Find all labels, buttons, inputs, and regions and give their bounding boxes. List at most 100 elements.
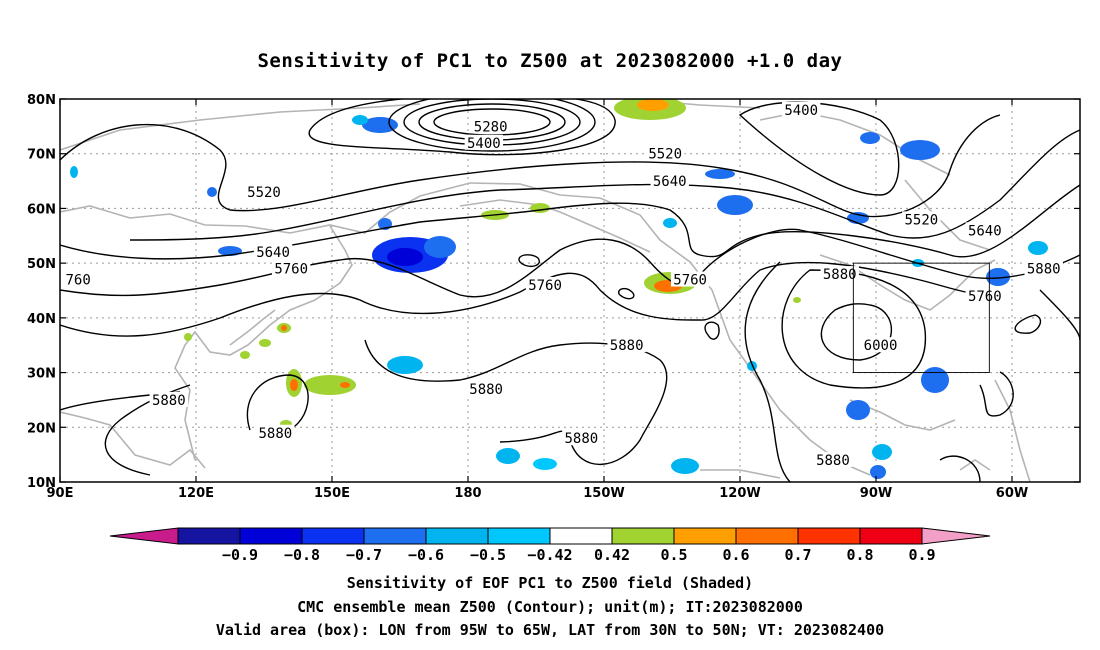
y-tick-label: 50N xyxy=(27,257,56,272)
contour-label: 5880 xyxy=(816,453,850,469)
contour-label: 760 xyxy=(65,273,90,289)
contour-label-bg xyxy=(464,134,504,150)
colorbar-label: 0.9 xyxy=(908,546,935,564)
colorbar-label: 0.7 xyxy=(784,546,811,564)
z500-contours xyxy=(60,99,1080,482)
colorbar-label: 0.5 xyxy=(660,546,687,564)
colorbar-label: 0.8 xyxy=(846,546,873,564)
contour-label-bg xyxy=(253,244,293,260)
contour-label-bg xyxy=(1024,260,1063,276)
map-plot-area xyxy=(60,99,1080,482)
contour-label: 5880 xyxy=(1027,262,1061,278)
y-tick-label: 60N xyxy=(27,202,56,217)
x-tick-label: 60W xyxy=(996,486,1028,501)
contour-label: 5880 xyxy=(469,382,503,398)
contour-label-bg xyxy=(902,211,941,227)
contour-label-bg xyxy=(525,277,565,293)
contour-label-bg xyxy=(782,101,821,117)
contour-label-bg xyxy=(820,266,859,282)
contour-label-bg xyxy=(466,380,506,396)
contour-label-bg xyxy=(471,118,510,134)
footer-line-contour: CMC ensemble mean Z500 (Contour); unit(m… xyxy=(297,598,803,616)
colorbar-segment xyxy=(177,527,241,545)
x-tick-label: 90W xyxy=(860,486,892,501)
y-tick-label: 10N xyxy=(27,476,56,491)
contour-label-bg xyxy=(272,260,311,276)
contour-label: 5520 xyxy=(247,185,281,201)
contour-label: 5400 xyxy=(784,103,818,119)
contour-label: 5880 xyxy=(823,267,857,283)
contour-label-bg xyxy=(562,430,601,446)
colorbar-segment xyxy=(859,527,923,545)
colorbar-max-arrow xyxy=(921,527,991,545)
x-tick-label: 150W xyxy=(583,486,624,501)
contour-label-bg xyxy=(607,337,646,353)
colorbar-segment xyxy=(549,527,613,545)
x-tick-label: 120E xyxy=(178,486,214,501)
colorbar-label: 0.6 xyxy=(722,546,749,564)
contour-label: 5880 xyxy=(258,426,292,442)
map-title: Sensitivity of PC1 to Z500 at 2023082000… xyxy=(257,50,843,72)
contour-label: 5640 xyxy=(968,223,1002,239)
y-tick-label: 80N xyxy=(27,93,56,108)
valid-area-box xyxy=(852,262,990,374)
contour-label-bg xyxy=(63,271,94,287)
sensitivity-shading xyxy=(70,99,1048,479)
colorbar-segment xyxy=(425,527,489,545)
colorbar-segment xyxy=(301,527,365,545)
contour-label: 5640 xyxy=(256,245,290,261)
contour-label-bg xyxy=(965,287,1004,303)
lat-lon-grid xyxy=(60,99,1080,482)
colorbar-segment xyxy=(487,527,551,545)
contour-label-bg xyxy=(244,184,284,200)
y-tick-label: 30N xyxy=(27,367,56,382)
contour-label-bg xyxy=(256,424,295,440)
colorbar-labels: −0.9 −0.8 −0.7 −0.6 −0.5 −0.42 0.42 0.5 0.6 0.7 0.… xyxy=(222,546,936,564)
contour-label: 5520 xyxy=(648,147,682,163)
colorbar-segment xyxy=(363,527,427,545)
contour-label: 5520 xyxy=(904,212,938,228)
colorbar-segment xyxy=(673,527,737,545)
colorbar-segment xyxy=(611,527,675,545)
colorbar-label: −0.7 xyxy=(346,546,382,564)
colorbar-label: −0.6 xyxy=(408,546,444,564)
colorbar-min-arrow xyxy=(109,527,179,545)
contour-label: 5880 xyxy=(610,338,644,354)
contour-label-bg xyxy=(813,452,853,468)
contour-label: 5280 xyxy=(474,119,508,135)
contour-label: 5400 xyxy=(467,136,501,152)
contour-label: 5880 xyxy=(152,393,186,409)
contour-label: 5760 xyxy=(968,289,1002,305)
contour-labels: 5280540054005520552055205640564056405760… xyxy=(63,101,1063,469)
colorbar-label: −0.8 xyxy=(284,546,320,564)
contour-label-bg xyxy=(965,222,1004,238)
contour-label-bg xyxy=(149,391,188,407)
colorbar-segment xyxy=(797,527,861,545)
x-tick-label: 120W xyxy=(719,486,760,501)
map-frame xyxy=(59,98,1081,483)
footer-line-shading: Sensitivity of EOF PC1 to Z500 field (Sh… xyxy=(346,574,754,592)
contour-label: 5640 xyxy=(653,174,687,190)
contour-label-bg xyxy=(670,271,710,287)
contour-label: 5760 xyxy=(673,273,707,289)
contour-label: 5760 xyxy=(528,278,562,294)
contour-label-bg xyxy=(861,337,900,353)
colorbar-label: −0.5 xyxy=(470,546,506,564)
colorbar-label: 0.42 xyxy=(594,546,630,564)
footer-line-valid-area: Valid area (box): LON from 95W to 65W, L… xyxy=(215,621,885,639)
contour-label: 6000 xyxy=(864,338,898,354)
y-tick-label: 70N xyxy=(27,148,56,163)
y-tick-label: 40N xyxy=(27,312,56,327)
x-axis-tick-labels: 90E 120E 150E 180 150W 120W 90W 60W xyxy=(47,486,1029,501)
contour-label-bg xyxy=(646,145,685,161)
colorbar-label: −0.9 xyxy=(222,546,258,564)
contour-label: 5880 xyxy=(564,431,598,447)
colorbar-label: −0.42 xyxy=(527,546,572,564)
colorbar xyxy=(109,527,991,545)
y-tick-label: 20N xyxy=(27,421,56,436)
y-axis-tick-labels: 80N 70N 60N 50N 40N 30N 20N 10N xyxy=(27,93,56,491)
x-tick-label: 150E xyxy=(314,486,350,501)
colorbar-segment xyxy=(239,527,303,545)
contour-label: 5760 xyxy=(274,262,308,278)
